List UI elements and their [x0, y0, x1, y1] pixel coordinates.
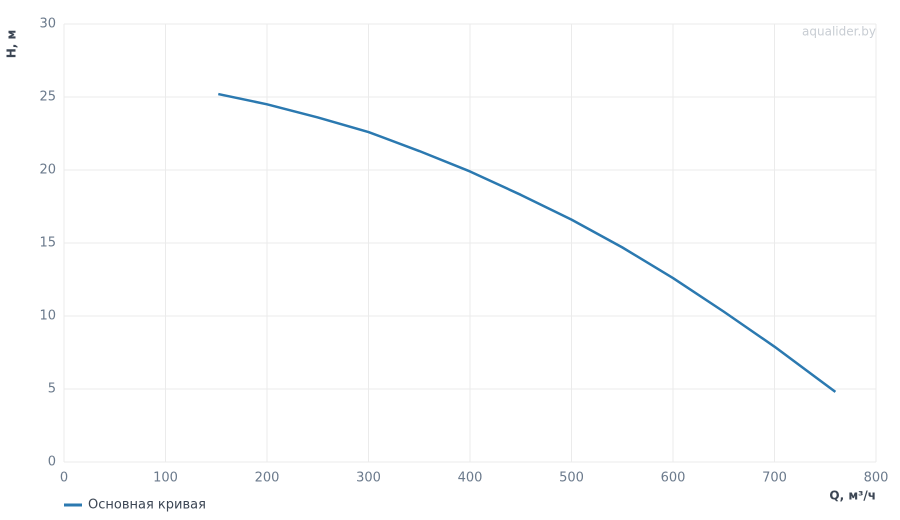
legend-label: Основная кривая [88, 498, 206, 513]
x-axis-title: Q, м³/ч [829, 489, 876, 503]
y-tick-label: 20 [39, 163, 56, 178]
watermark: aqualider.by [802, 25, 876, 39]
x-tick-label: 500 [559, 471, 584, 486]
line [218, 92, 837, 393]
x-tick-label: 200 [255, 471, 280, 486]
x-tick-label: 600 [661, 471, 686, 486]
y-tick-label: 10 [39, 309, 56, 324]
x-tick-label: 300 [356, 471, 381, 486]
y-tick-label: 5 [48, 382, 56, 397]
x-tick-label: 700 [762, 471, 787, 486]
x-tick-label: 800 [864, 471, 889, 486]
x-tick-label: 100 [153, 471, 178, 486]
y-tick-label: 15 [39, 236, 56, 251]
y-tick-label: 0 [48, 455, 56, 470]
x-tick-label: 400 [458, 471, 483, 486]
x-tick-label: 0 [60, 471, 68, 486]
y-tick-label: 25 [39, 90, 56, 105]
y-tick-label: 30 [39, 17, 56, 32]
y-axis-title: H, м [5, 30, 19, 59]
